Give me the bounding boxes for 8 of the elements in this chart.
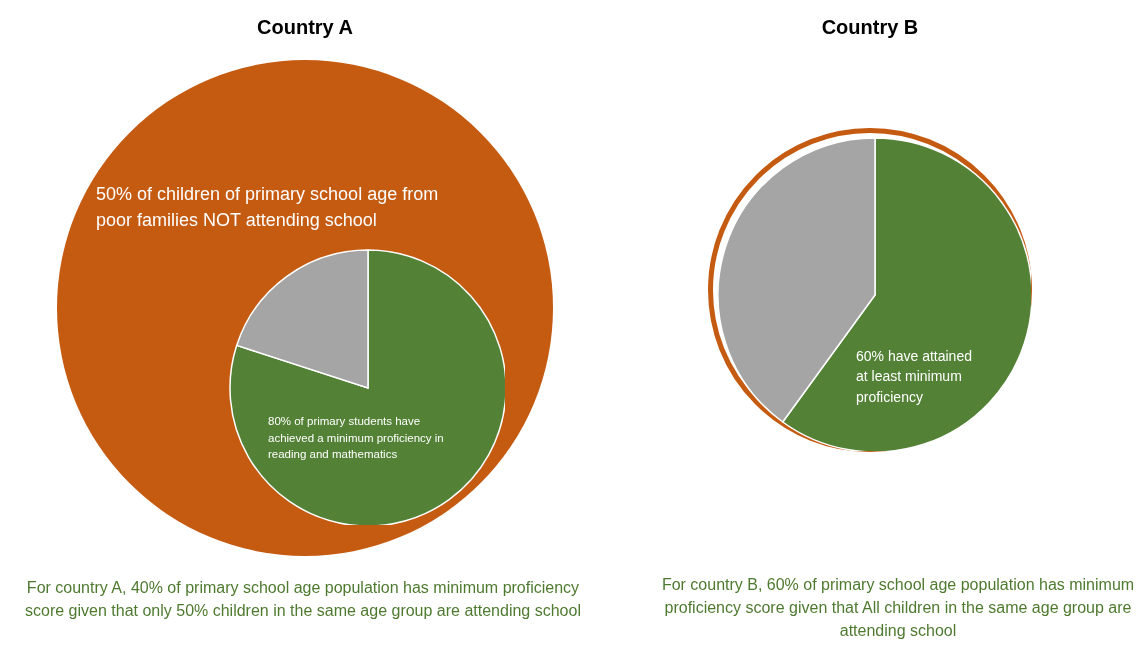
text: For country A, 40% of primary school age population has minimum proficiency score given that only 50% children in the same age group are attending school <box>24 578 582 622</box>
text: For country B, 60% of primary school age population has minimum proficiency score given that All children in the same age group are attending school <box>660 575 1136 642</box>
pie-slice <box>229 249 505 525</box>
text: 50% of children of primary school age from poor families NOT attending school <box>96 183 440 233</box>
chart-title: Country B <box>820 16 920 39</box>
text: 60% have attained at least minimum proficiency <box>856 347 973 407</box>
chart-title: Country A <box>256 16 354 39</box>
text: 80% of primary students have achieved a minimum proficiency in reading and mathematics <box>268 414 445 463</box>
